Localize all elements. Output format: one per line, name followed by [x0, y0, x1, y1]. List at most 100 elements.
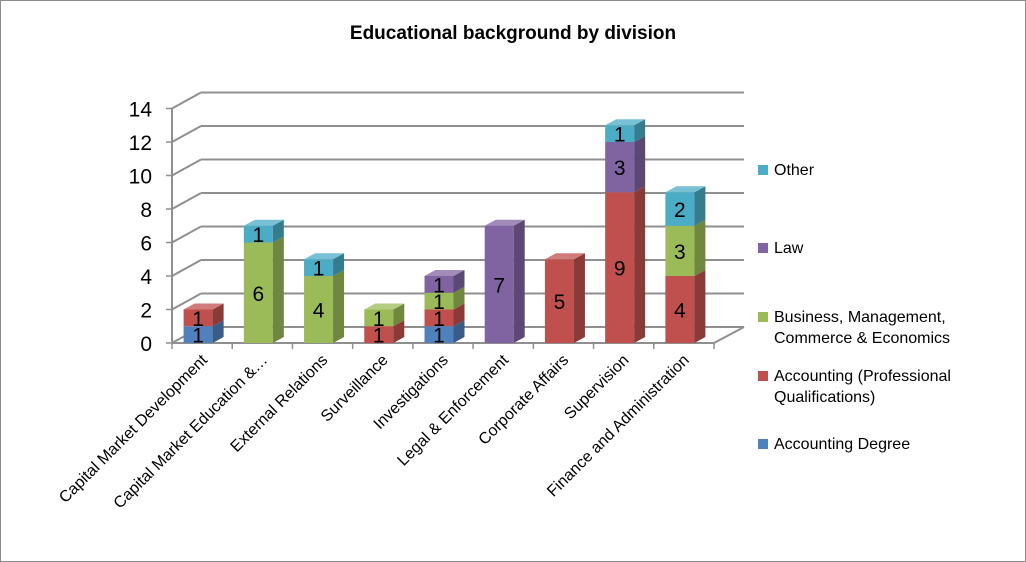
bar-top: [304, 253, 345, 260]
bar-segment: [243, 242, 273, 343]
bar-segment: [605, 192, 635, 343]
bar-side: [393, 303, 405, 327]
data-label: 6: [252, 283, 264, 306]
legend-label: Business, Management, Commerce & Economic…: [774, 309, 951, 347]
bar-segment: [605, 142, 635, 193]
bar-top: [544, 253, 585, 260]
legend-swatch: [758, 165, 768, 175]
gridline-left: [171, 158, 202, 177]
data-label: 4: [313, 300, 325, 323]
bar-segment: [304, 259, 334, 276]
legend-swatch: [758, 312, 768, 322]
legend-label: Law: [774, 240, 804, 257]
floor-edge: [713, 326, 745, 344]
data-label: 1: [614, 124, 626, 147]
legend-label: Other: [774, 162, 815, 179]
bar-side: [393, 320, 405, 343]
data-label: 4: [674, 300, 686, 323]
gridline-left: [171, 225, 202, 244]
bar-segment: [304, 276, 334, 343]
data-label: 9: [614, 258, 626, 281]
bar-top: [364, 303, 405, 310]
bar-top: [605, 119, 646, 126]
bar-side: [212, 320, 224, 343]
bar-segment: [183, 309, 213, 327]
data-label: 1: [192, 325, 204, 348]
legend-swatch: [758, 243, 768, 253]
bar-segment: [424, 292, 454, 310]
data-label: 7: [493, 274, 505, 297]
data-label: 1: [433, 274, 445, 297]
legend-swatch: [758, 371, 768, 381]
legend-item: Accounting (Professional Qualifications): [758, 366, 1014, 408]
bar-side: [333, 253, 345, 276]
data-label: 3: [614, 157, 626, 180]
y-tick-label: 10: [129, 166, 152, 189]
legend-item: Accounting Degree: [758, 434, 1014, 455]
bar-segment: [424, 276, 454, 293]
data-label: 1: [313, 258, 325, 281]
bar-side: [634, 119, 646, 142]
gridline-left: [171, 292, 202, 311]
x-tick-label: Legal & Enforcement: [394, 351, 512, 469]
bar-top: [424, 270, 465, 276]
bar-side: [634, 136, 646, 193]
bar-side: [694, 219, 706, 276]
legend-item: Business, Management, Commerce & Economic…: [758, 307, 1014, 349]
bar-side: [453, 286, 465, 310]
bar-side: [333, 270, 345, 343]
bar-segment: [544, 259, 574, 343]
bar-segment: [424, 309, 454, 327]
bar-segment: [243, 225, 273, 243]
bar-side: [694, 270, 706, 343]
data-label: 1: [252, 224, 264, 247]
bar-segment: [364, 309, 394, 327]
bar-top: [665, 186, 706, 193]
legend-label: Accounting (Professional Qualifications): [774, 368, 951, 406]
y-tick-label: 14: [129, 99, 153, 122]
bar-side: [453, 270, 465, 293]
legend-item: Other: [758, 160, 1014, 181]
data-label: 1: [433, 308, 445, 331]
bar-side: [634, 186, 646, 343]
bar-side: [272, 219, 284, 243]
data-label: 2: [674, 199, 686, 222]
bar-side: [573, 253, 585, 343]
y-tick-label: 8: [140, 199, 152, 222]
legend-item: Law: [758, 238, 1014, 259]
bar-side: [212, 303, 224, 327]
data-label: 3: [674, 241, 686, 264]
bar-top: [484, 219, 525, 226]
legend-swatch: [758, 439, 768, 449]
gridline-left: [171, 91, 202, 110]
data-label: 5: [554, 291, 566, 314]
chart-title: Educational background by division: [349, 23, 677, 44]
y-tick-label: 12: [129, 132, 152, 155]
gridline-left: [171, 192, 202, 210]
bar-side: [272, 236, 284, 343]
bar-side: [453, 303, 465, 327]
data-label: 1: [373, 325, 385, 348]
data-label: 1: [373, 308, 385, 331]
bar-segment: [665, 192, 695, 226]
bar-segment: [665, 225, 695, 276]
bar-side: [694, 186, 706, 226]
bar-segment: [484, 225, 514, 343]
bar-segment: [605, 125, 635, 142]
gridline-left: [171, 259, 202, 277]
legend-label: Accounting Degree: [774, 436, 911, 453]
data-label: 1: [433, 291, 445, 314]
y-tick-label: 6: [140, 233, 152, 256]
bar-segment: [364, 326, 394, 343]
gridline-left: [171, 125, 202, 143]
bar-top: [183, 303, 224, 310]
bar-top: [243, 219, 284, 226]
y-tick-label: 0: [140, 333, 152, 356]
bar-segment: [183, 326, 213, 343]
y-tick-label: 4: [140, 266, 152, 289]
bar-side: [513, 219, 525, 343]
bar-side: [453, 320, 465, 343]
data-label: 1: [192, 308, 204, 331]
bar-segment: [665, 276, 695, 343]
